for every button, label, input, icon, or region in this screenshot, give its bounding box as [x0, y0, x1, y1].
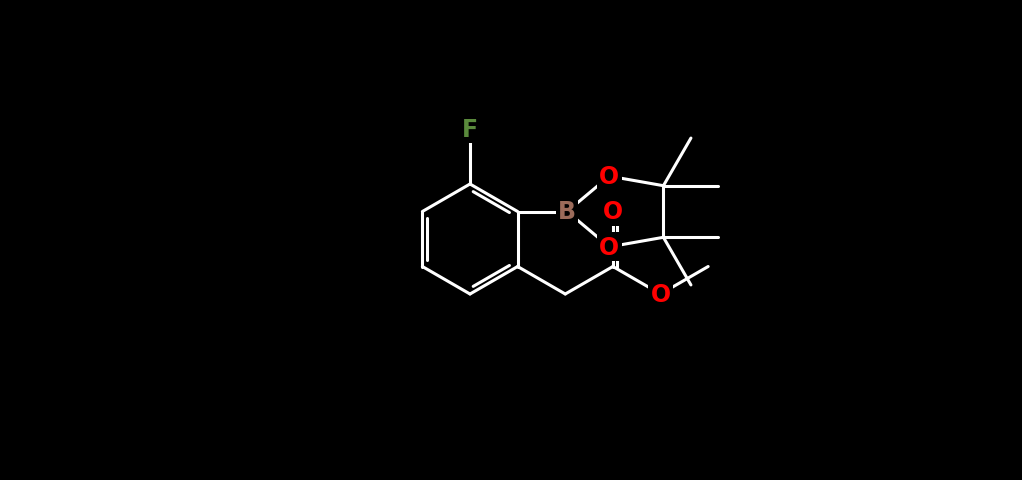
Text: O: O — [599, 165, 619, 189]
Text: O: O — [603, 200, 623, 224]
Text: F: F — [462, 118, 478, 142]
Text: O: O — [650, 282, 670, 306]
Text: B: B — [558, 200, 576, 224]
Text: O: O — [599, 235, 619, 259]
